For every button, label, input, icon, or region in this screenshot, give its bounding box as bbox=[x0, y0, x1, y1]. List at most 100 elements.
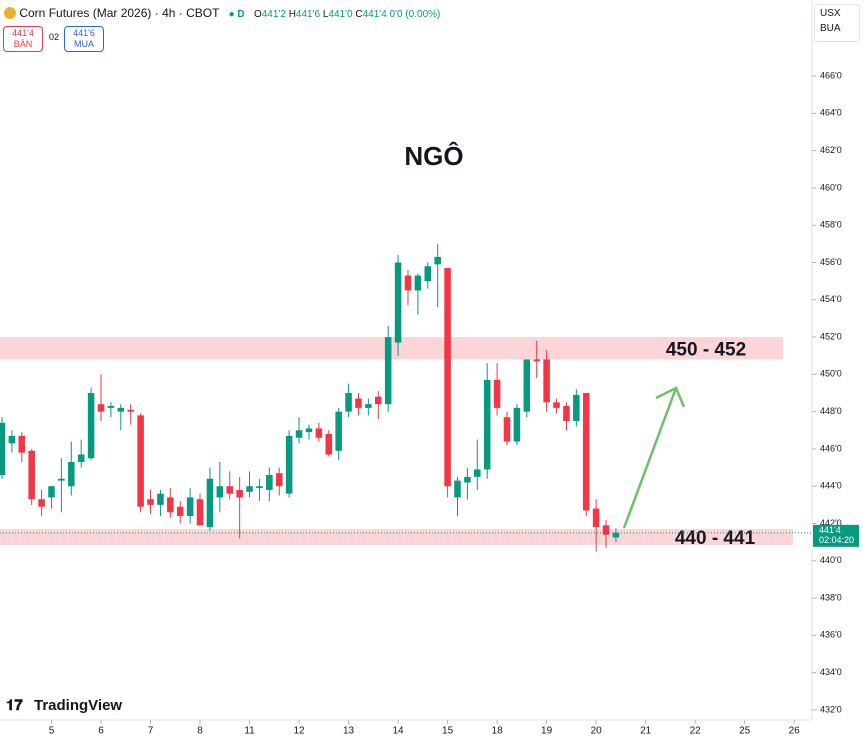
ohlc-value: 441'0 bbox=[328, 9, 353, 20]
header: Corn Futures (Mar 2026) · 4h · CBOT ● D … bbox=[4, 6, 440, 20]
last-price-tag bbox=[813, 524, 859, 547]
y-tick-label: 436'0 bbox=[820, 630, 842, 640]
buy-label: MUA bbox=[74, 39, 94, 49]
x-tick-label: 22 bbox=[690, 726, 702, 737]
candle-body bbox=[315, 428, 323, 438]
candle-body bbox=[18, 435, 26, 453]
candle-body bbox=[147, 499, 154, 505]
unit: BUA bbox=[820, 23, 841, 34]
status-text: D bbox=[237, 9, 245, 20]
x-tick-label: 13 bbox=[343, 726, 355, 737]
x-tick-label: 7 bbox=[148, 726, 154, 737]
candle-body bbox=[206, 478, 214, 528]
currency: USX bbox=[820, 8, 841, 19]
x-tick-label: 12 bbox=[293, 726, 305, 737]
candle-body bbox=[236, 489, 243, 498]
candle-body bbox=[325, 434, 333, 455]
candle-body bbox=[434, 256, 441, 265]
candle-body bbox=[295, 430, 303, 438]
ohlc-label: C bbox=[355, 9, 363, 20]
candle-body bbox=[493, 379, 501, 408]
zone-label: 440 - 441 bbox=[675, 528, 756, 549]
x-tick-label: 19 bbox=[541, 726, 553, 737]
y-tick-label: 440'0 bbox=[820, 555, 842, 565]
y-tick-label: 446'0 bbox=[820, 443, 842, 453]
logo-mark: 𝟏𝟕 bbox=[6, 697, 23, 714]
candle-body bbox=[226, 486, 234, 494]
unit-menu[interactable]: USX BUA bbox=[814, 4, 860, 42]
candle-body bbox=[266, 475, 273, 490]
candle-body bbox=[345, 392, 352, 412]
candle-body bbox=[196, 499, 204, 526]
candle-body bbox=[48, 486, 55, 498]
sell-button[interactable]: 441'4 BÁN bbox=[3, 26, 43, 52]
candle-body bbox=[592, 508, 600, 528]
candle-body bbox=[256, 486, 263, 489]
y-tick-label: 442'0 bbox=[820, 518, 842, 528]
x-tick-label: 20 bbox=[591, 726, 603, 737]
candle-body bbox=[107, 406, 115, 408]
candle-body bbox=[285, 435, 293, 494]
candle-body bbox=[365, 404, 372, 408]
change: 0'0 (0.00%) bbox=[389, 9, 441, 20]
candle-body bbox=[375, 396, 382, 405]
arrow bbox=[622, 386, 686, 529]
buy-button[interactable]: 441'6 MUA bbox=[64, 26, 104, 52]
candle-body bbox=[127, 409, 134, 412]
candle-body bbox=[523, 359, 531, 412]
candle-body bbox=[513, 407, 521, 442]
candle-body bbox=[454, 480, 461, 498]
candle-body bbox=[58, 478, 65, 481]
ohlc-value: 441'4 bbox=[362, 9, 387, 20]
sell-label: BÁN bbox=[13, 39, 33, 49]
x-tick-label: 6 bbox=[98, 726, 104, 737]
candle-body bbox=[602, 525, 610, 535]
x-tick-label: 15 bbox=[442, 726, 454, 737]
ohlc-value: 441'2 bbox=[261, 9, 286, 20]
candle-body bbox=[246, 486, 253, 492]
candle-body bbox=[167, 497, 174, 513]
status: ● D bbox=[228, 9, 245, 20]
candle-body bbox=[573, 394, 580, 421]
y-tick-label: 460'0 bbox=[820, 182, 842, 192]
candle-body bbox=[414, 275, 422, 291]
candle-body bbox=[444, 268, 451, 487]
candle-body bbox=[68, 461, 75, 487]
candle-body bbox=[0, 422, 6, 476]
candle-body bbox=[553, 402, 560, 408]
y-tick-label: 434'0 bbox=[820, 667, 842, 677]
y-tick-label: 450'0 bbox=[820, 369, 842, 379]
ohlc-label: H bbox=[288, 9, 296, 20]
candle-body bbox=[582, 392, 590, 511]
logo: 𝟏𝟕 TradingView bbox=[6, 697, 122, 714]
candle-body bbox=[28, 450, 35, 500]
buy-price: 441'6 bbox=[73, 28, 95, 38]
zone bbox=[0, 337, 783, 360]
candle-body bbox=[394, 262, 402, 343]
candle-body bbox=[483, 379, 491, 470]
candle-body bbox=[533, 359, 540, 362]
chart-title: NGÔ bbox=[404, 141, 463, 171]
y-tick-label: 448'0 bbox=[820, 406, 842, 416]
candle-body bbox=[186, 497, 194, 517]
candle-body bbox=[335, 411, 342, 451]
symbol: Corn Futures (Mar 2026) bbox=[19, 6, 152, 20]
candle-body bbox=[464, 476, 471, 483]
candle-body bbox=[275, 473, 283, 487]
y-tick-label: 438'0 bbox=[820, 592, 842, 602]
candle-body bbox=[97, 404, 105, 412]
ohlc-value: 441'6 bbox=[295, 9, 321, 20]
y-tick-label: 456'0 bbox=[820, 257, 842, 267]
candle-body bbox=[563, 406, 570, 421]
candle-body bbox=[176, 506, 184, 517]
candle-body bbox=[474, 469, 481, 477]
y-tick-label: 452'0 bbox=[820, 331, 842, 341]
x-tick-label: 21 bbox=[640, 726, 652, 737]
candle-body bbox=[424, 266, 432, 282]
y-tick-label: 466'0 bbox=[820, 70, 842, 80]
exchange: CBOT bbox=[186, 6, 220, 20]
candle-body bbox=[404, 275, 412, 291]
zone-label: 450 - 452 bbox=[666, 339, 746, 360]
